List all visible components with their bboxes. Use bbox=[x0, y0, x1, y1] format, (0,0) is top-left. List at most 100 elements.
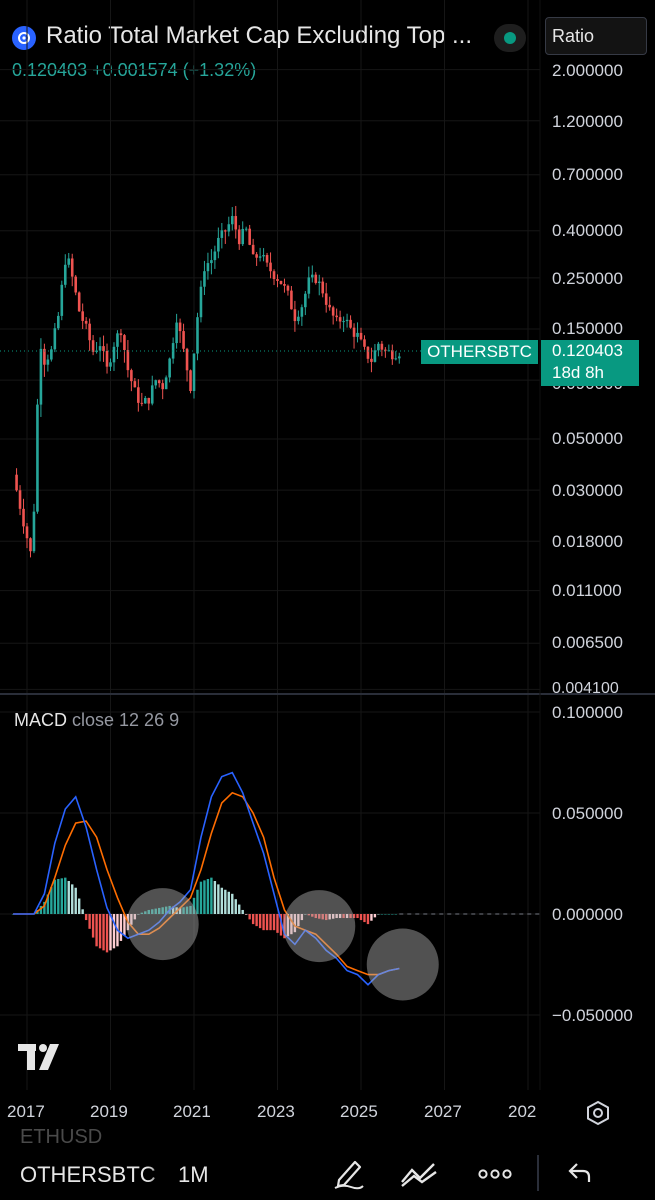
chart-title[interactable]: Ratio Total Market Cap Excluding Top ... bbox=[46, 22, 472, 49]
macd-histogram-bar bbox=[321, 914, 324, 920]
macd-tick-label: 0.000000 bbox=[552, 905, 623, 924]
candle-body bbox=[307, 277, 311, 294]
candle-body bbox=[39, 348, 43, 405]
macd-histogram-bar bbox=[161, 907, 164, 914]
macd-histogram-bar bbox=[311, 914, 314, 917]
macd-histogram-bar bbox=[349, 914, 352, 919]
candle-body bbox=[192, 353, 196, 392]
candle-body bbox=[248, 228, 251, 245]
candle-body bbox=[102, 346, 105, 351]
candle-body bbox=[363, 339, 366, 347]
macd-histogram-bar bbox=[272, 914, 276, 931]
macd-histogram-bar bbox=[105, 914, 109, 953]
candle-body bbox=[310, 274, 314, 278]
interval-selector[interactable]: 1M bbox=[178, 1162, 209, 1187]
macd-histogram-bar bbox=[377, 914, 380, 915]
candle-body bbox=[112, 346, 116, 363]
candle-body bbox=[269, 262, 272, 272]
macd-histogram-bar bbox=[123, 914, 126, 936]
macd-histogram-bar bbox=[57, 878, 60, 914]
macd-histogram-bar bbox=[102, 914, 105, 951]
time-tick-label: 2019 bbox=[90, 1102, 128, 1121]
candle-body bbox=[77, 292, 81, 312]
candle-body bbox=[63, 264, 67, 285]
candle-body bbox=[84, 320, 88, 324]
tradingview-logo-icon[interactable] bbox=[18, 1044, 66, 1075]
candle-body bbox=[384, 349, 387, 351]
candle-body bbox=[199, 286, 203, 318]
macd-histogram-bar bbox=[248, 914, 251, 920]
macd-histogram-bar bbox=[359, 914, 363, 921]
candle-body bbox=[98, 346, 102, 351]
signal-line bbox=[13, 791, 400, 976]
macd-histogram-bar bbox=[300, 914, 304, 921]
macd-histogram-bar bbox=[213, 881, 217, 914]
candle-body bbox=[74, 276, 78, 293]
symbol-selector[interactable]: OTHERSBTC bbox=[20, 1162, 156, 1187]
candle-body bbox=[88, 323, 91, 341]
market-status-indicator[interactable] bbox=[494, 24, 526, 52]
macd-histogram-bar bbox=[210, 877, 213, 914]
macd-histogram-bar bbox=[178, 907, 182, 914]
candle-body bbox=[157, 380, 161, 384]
candle-body bbox=[304, 293, 307, 308]
candle-body bbox=[397, 356, 401, 359]
macd-histogram-bar bbox=[81, 909, 84, 914]
candle-body bbox=[210, 260, 213, 264]
macd-histogram-bar bbox=[297, 914, 300, 927]
macd-histogram-bar bbox=[352, 914, 356, 919]
time-tick-label: 202 bbox=[508, 1102, 537, 1121]
macd-histogram-bar bbox=[279, 914, 283, 936]
macd-histogram-bar bbox=[60, 878, 63, 914]
macd-histogram-bar bbox=[217, 884, 220, 914]
candle-body bbox=[206, 263, 210, 272]
macd-histogram-bar bbox=[307, 914, 311, 916]
candle-body bbox=[349, 319, 352, 328]
candle-body bbox=[359, 332, 363, 340]
more-icon[interactable] bbox=[478, 1164, 512, 1189]
candle-body bbox=[32, 511, 36, 552]
candle-body bbox=[119, 333, 123, 336]
candle-body bbox=[276, 279, 279, 281]
scale-mode-button[interactable]: Ratio bbox=[545, 17, 647, 55]
candle-body bbox=[109, 362, 112, 367]
macd-legend[interactable]: MACD close 12 26 9 bbox=[14, 710, 179, 731]
undo-icon[interactable] bbox=[567, 1160, 593, 1191]
pencil-icon[interactable] bbox=[333, 1156, 365, 1195]
macd-histogram-bar bbox=[220, 887, 224, 914]
candle-body bbox=[241, 228, 245, 245]
macd-histogram-bar bbox=[293, 914, 297, 933]
candle-body bbox=[81, 311, 84, 321]
candle-body bbox=[133, 381, 137, 388]
drawing-tools-icon[interactable] bbox=[400, 1160, 440, 1193]
candle-body bbox=[331, 307, 335, 316]
macd-histogram-bar bbox=[255, 914, 258, 927]
macd-histogram-bar bbox=[196, 889, 199, 914]
bar-countdown: 18d 8h bbox=[552, 363, 604, 382]
candle-body bbox=[91, 340, 95, 352]
macd-histogram-bar bbox=[98, 914, 102, 949]
time-tick-label: 2017 bbox=[7, 1102, 45, 1121]
macd-histogram-bar bbox=[203, 880, 206, 914]
candle-body bbox=[126, 350, 130, 371]
candle-body bbox=[18, 490, 22, 509]
macd-histogram-bar bbox=[64, 877, 67, 914]
macd-histogram-bar bbox=[171, 906, 175, 914]
macd-histogram-bar bbox=[144, 911, 147, 914]
candle-body bbox=[324, 293, 328, 305]
settings-gear-icon[interactable] bbox=[585, 1100, 611, 1131]
candle-body bbox=[130, 370, 133, 382]
candle-body bbox=[356, 332, 359, 337]
macd-histogram-bar bbox=[227, 891, 230, 914]
macd-histogram-bar bbox=[394, 914, 397, 915]
candle-body bbox=[227, 224, 231, 232]
macd-indicator-name: MACD bbox=[14, 710, 67, 730]
price-tick-label: 2.000000 bbox=[552, 61, 623, 80]
price-candles bbox=[0, 205, 421, 558]
price-tick-label: 0.400000 bbox=[552, 221, 623, 240]
chart-canvas[interactable] bbox=[0, 0, 655, 1132]
highlight-circle bbox=[366, 928, 439, 1001]
macd-histogram-bar bbox=[373, 914, 377, 918]
candle-body bbox=[168, 358, 171, 378]
candle-body bbox=[53, 328, 57, 350]
